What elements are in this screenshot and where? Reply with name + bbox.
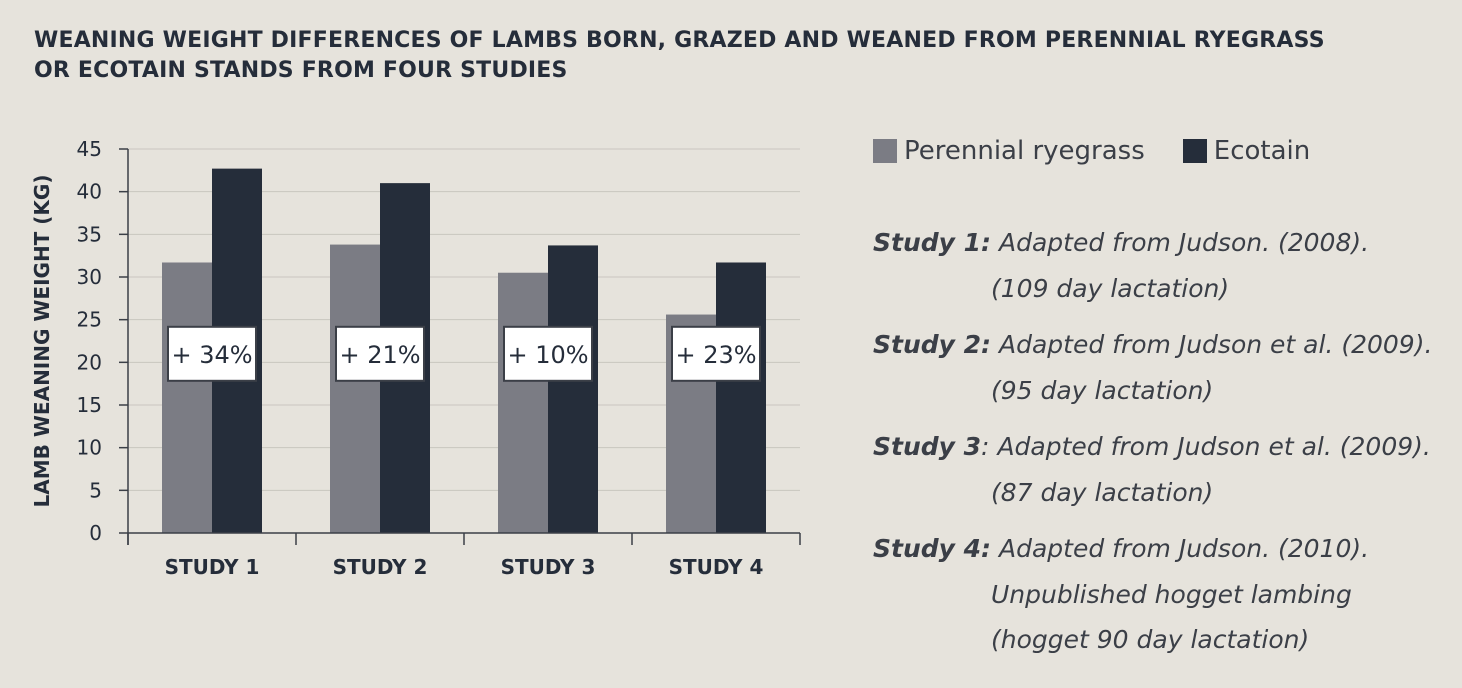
y-tick-label: 25 <box>77 308 102 332</box>
bar-perennial-ryegrass-study-1 <box>162 262 212 533</box>
x-tick-label: STUDY 4 <box>669 555 764 579</box>
axes: 0 5 10 15 20 25 30 35 40 45 STUDY 1 STUDY 2 STUDY 3 S… <box>77 137 801 579</box>
annotation-box-study-4 <box>671 325 761 382</box>
chart-title-line-1: WEANING WEIGHT DIFFERENCES OF LAMBS BORN… <box>34 28 1325 53</box>
legend-item-perennial-ryegrass: Perennial ryegrass <box>873 136 1145 166</box>
study-note-text: Adapted from Judson et al. (2009). <box>997 432 1431 461</box>
y-axis-label: LAMB WEANING WEIGHT (KG) <box>30 175 54 508</box>
bar-chart: 0 5 10 15 20 25 30 35 40 45 STUDY 1 STUDY 2 STUDY 3 S… <box>30 137 801 579</box>
study-note-colon: : <box>981 534 992 563</box>
legend-item-ecotain: Ecotain <box>1182 136 1311 166</box>
y-tick-label: 40 <box>77 180 102 204</box>
study-note-2: Study 2: Adapted from Judson et al. (200… <box>873 322 1453 413</box>
legend-swatch-perennial-ryegrass <box>873 139 897 163</box>
study-note-colon: : <box>981 228 992 257</box>
bar-ecotain-study-3 <box>548 245 598 533</box>
y-tick-label: 20 <box>77 350 102 374</box>
annotation-box-study-2 <box>335 325 425 382</box>
chart-title: WEANING WEIGHT DIFFERENCES OF LAMBS BORN… <box>34 26 1414 86</box>
annotation-box-study-3 <box>503 325 593 382</box>
y-tick-label: 5 <box>89 478 102 502</box>
chart-title-line-2: OR ECOTAIN STANDS FROM FOUR STUDIES <box>34 58 568 83</box>
study-note-4: Study 4: Adapted from Judson. (2010). Unp… <box>873 526 1453 663</box>
study-note-text: (87 day lactation) <box>991 477 1214 507</box>
y-tick-label: 45 <box>77 137 102 161</box>
study-note-3: Study 3: Adapted from Judson et al. (200… <box>873 424 1453 515</box>
study-note-line: Study 2: Adapted from Judson et al. (200… <box>873 322 1453 368</box>
study-note-line: (hogget 90 day lactation) <box>873 617 1453 663</box>
study-note-line: Unpublished hogget lambing <box>873 572 1453 618</box>
study-note-line: (109 day lactation) <box>873 266 1453 312</box>
study-note-text: (hogget 90 day lactation) <box>991 625 1310 654</box>
annotation-label-study-2: + 21% <box>339 341 420 369</box>
bar-perennial-ryegrass-study-2 <box>330 244 380 533</box>
annotation-label-study-1: + 34% <box>171 341 252 369</box>
study-note-text: Adapted from Judson. (2010). <box>999 534 1370 563</box>
study-note-text: (109 day lactation) <box>991 273 1230 303</box>
annotations: + 34% + 21% + 10% + 23% <box>167 325 761 382</box>
study-note-line: Study 1: Adapted from Judson. (2008). <box>873 220 1453 266</box>
y-tick-label: 15 <box>77 393 102 417</box>
bar-perennial-ryegrass-study-3 <box>498 272 548 533</box>
bar-ecotain-study-4 <box>716 262 766 533</box>
study-note-label: Study 3 <box>873 432 982 461</box>
legend-label-ecotain: Ecotain <box>1213 136 1311 166</box>
annotation-label-study-3: + 10% <box>507 341 588 369</box>
legend: Perennial ryegrass Ecotain <box>873 136 1348 166</box>
study-note-label: Study 2 <box>873 330 982 359</box>
annotation-label-study-4: + 23% <box>675 341 756 369</box>
study-note-text: Adapted from Judson et al. (2009). <box>999 330 1433 359</box>
study-note-line: (95 day lactation) <box>873 368 1453 414</box>
study-note-line: Study 4: Adapted from Judson. (2010). <box>873 526 1453 572</box>
y-tick-label: 30 <box>77 265 102 289</box>
y-tick-label: 10 <box>77 436 102 460</box>
study-note-colon: : <box>981 330 992 359</box>
study-note-label: Study 4 <box>873 534 982 563</box>
study-notes: Study 1: Adapted from Judson. (2008). (10… <box>873 220 1453 674</box>
x-tick-label: STUDY 3 <box>501 555 596 579</box>
legend-label-perennial-ryegrass: Perennial ryegrass <box>904 136 1145 166</box>
study-note-colon: : <box>981 432 990 461</box>
study-note-text: Adapted from Judson. (2008). <box>999 228 1370 257</box>
study-note-label: Study 1 <box>873 228 982 257</box>
study-note-text: (95 day lactation) <box>991 375 1214 405</box>
y-tick-label: 35 <box>77 222 102 246</box>
legend-swatch-ecotain <box>1182 139 1207 163</box>
y-tick-label: 0 <box>89 521 102 545</box>
x-tick-label: STUDY 2 <box>333 555 428 579</box>
study-note-line: Study 3: Adapted from Judson et al. (200… <box>873 424 1453 470</box>
annotation-box-study-1 <box>167 325 257 382</box>
study-note-text: Unpublished hogget lambing <box>991 579 1352 609</box>
study-note-1: Study 1: Adapted from Judson. (2008). (10… <box>873 220 1453 311</box>
x-tick-label: STUDY 1 <box>165 555 260 579</box>
study-note-line: (87 day lactation) <box>873 470 1453 516</box>
